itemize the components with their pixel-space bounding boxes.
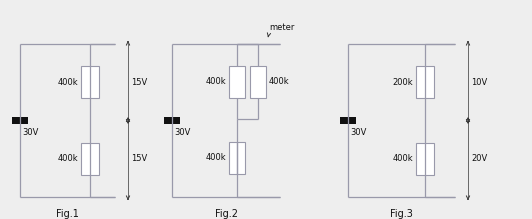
Text: meter: meter	[269, 23, 294, 32]
Text: 400k: 400k	[57, 78, 78, 87]
Bar	[81, 66, 99, 98]
Text: 15V: 15V	[131, 154, 147, 163]
Text: Fig.3: Fig.3	[390, 209, 413, 219]
Text: Fig.1: Fig.1	[56, 209, 79, 219]
Text: Fig.2: Fig.2	[214, 209, 237, 219]
Text: 15V: 15V	[131, 78, 147, 87]
Text: 30V: 30V	[174, 128, 190, 137]
Text: 30V: 30V	[22, 128, 38, 137]
Text: 400k: 400k	[269, 77, 289, 86]
Bar	[340, 117, 356, 124]
Text: 20V: 20V	[471, 154, 487, 163]
Bar	[81, 143, 99, 175]
Bar	[416, 66, 434, 98]
Bar	[250, 65, 266, 97]
Bar	[164, 117, 180, 124]
Bar	[416, 143, 434, 175]
Text: 400k: 400k	[205, 77, 226, 86]
Bar	[12, 117, 28, 124]
Text: 400k: 400k	[205, 154, 226, 162]
Text: 10V: 10V	[471, 78, 487, 87]
Text: 400k: 400k	[57, 154, 78, 163]
Text: 30V: 30V	[350, 128, 367, 137]
Text: 400k: 400k	[393, 154, 413, 163]
Text: 200k: 200k	[393, 78, 413, 87]
Bar	[229, 142, 245, 174]
Bar	[229, 65, 245, 97]
